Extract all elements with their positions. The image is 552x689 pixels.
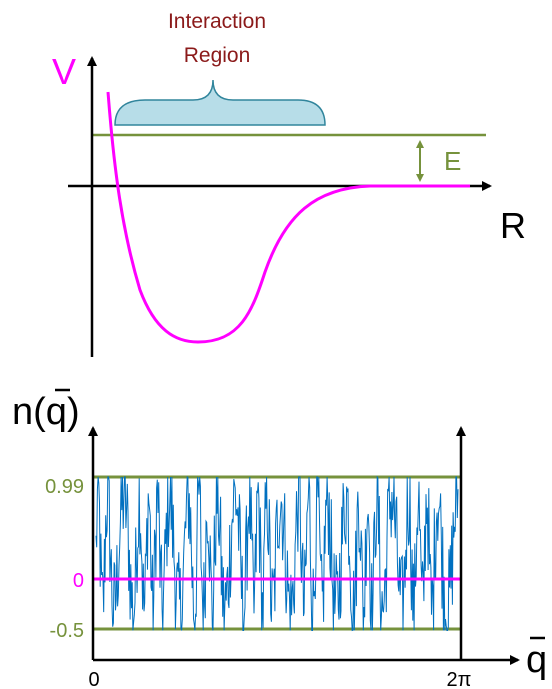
region-label-line2: Region: [184, 44, 251, 67]
y-tick-zero: 0: [73, 570, 84, 592]
x-tick-start: 0: [88, 669, 99, 689]
q-axis-label: q: [526, 639, 547, 681]
x-tick-end: 2π: [447, 669, 472, 689]
v-axis-label: V: [52, 51, 76, 92]
energy-label: E: [444, 146, 461, 176]
potential-panel: Interaction Region V R E: [52, 10, 526, 357]
signal-trace: [95, 475, 459, 632]
potential-curve: [106, 91, 470, 344]
y-tick-upper: 0.99: [45, 476, 84, 498]
n-axis-variable: q: [46, 391, 67, 433]
n-axis-label: n(q): [12, 391, 80, 433]
r-axis-label: R: [500, 205, 526, 246]
distribution-panel: n(q) q 0.99 0 -0.5 0 2π: [12, 388, 547, 689]
region-label-line1: Interaction: [168, 10, 266, 33]
interaction-region-brace: [114, 79, 326, 126]
y-tick-lower: -0.5: [50, 620, 84, 642]
